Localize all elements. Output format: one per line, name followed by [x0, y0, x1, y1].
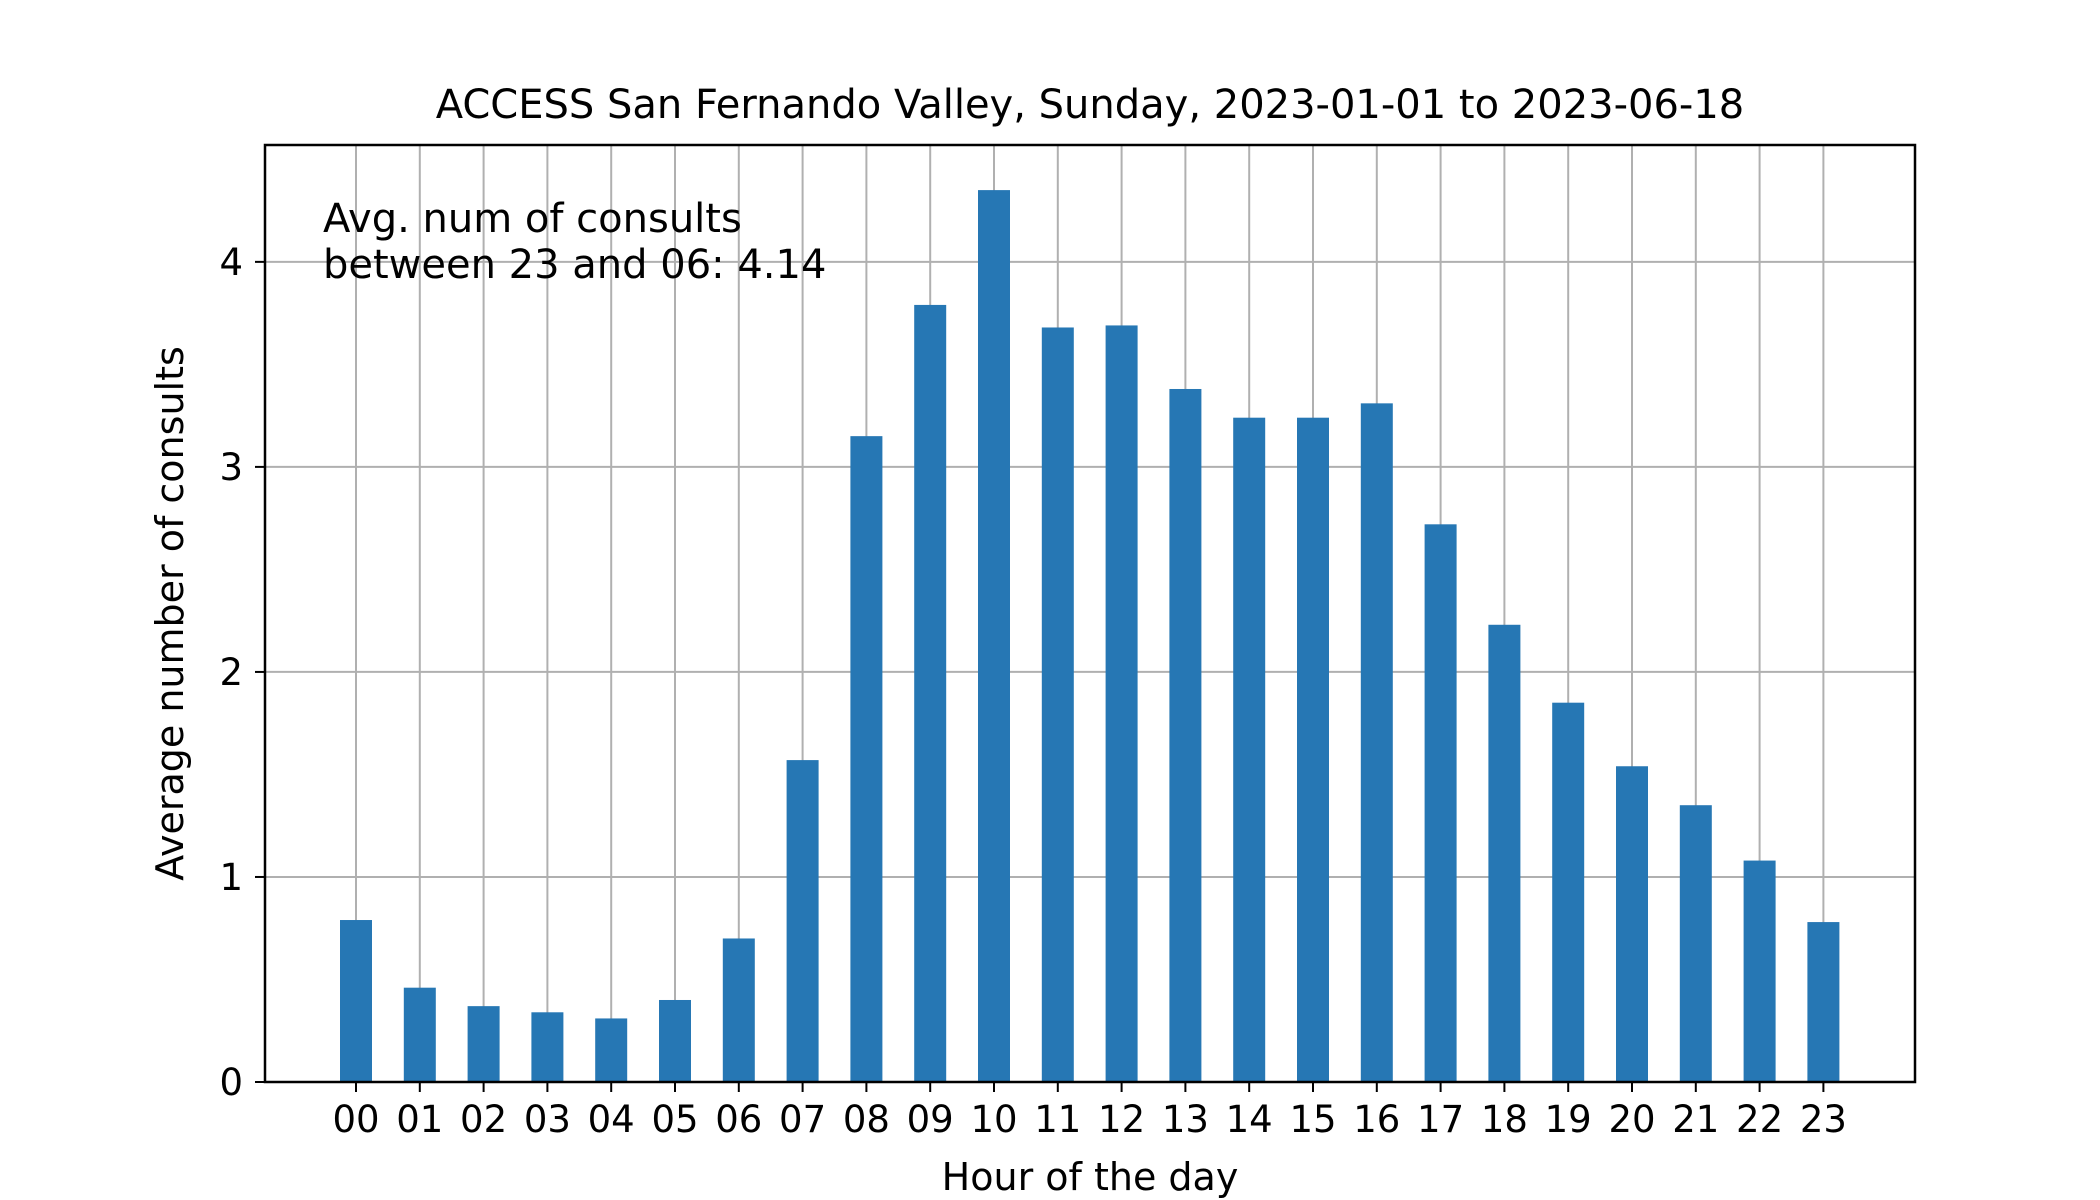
bar-08 — [850, 436, 883, 1082]
annotation-line-2: between 23 and 06: 4.14 — [323, 242, 826, 288]
bar-09 — [914, 304, 947, 1082]
x-tick-label: 13 — [1162, 1098, 1209, 1141]
x-tick-label: 11 — [1034, 1098, 1081, 1141]
bar-18 — [1488, 624, 1521, 1082]
x-tick-label: 04 — [588, 1098, 635, 1141]
x-tick-label: 08 — [843, 1098, 890, 1141]
y-axis-label: Average number of consults — [148, 346, 192, 881]
bar-22 — [1743, 860, 1776, 1082]
x-tick-label: 14 — [1226, 1098, 1273, 1141]
x-tick-label: 12 — [1098, 1098, 1145, 1141]
bar-17 — [1424, 524, 1457, 1082]
bar-01 — [403, 987, 436, 1082]
bar-07 — [786, 760, 819, 1082]
y-tick-label: 3 — [219, 446, 243, 489]
bar-16 — [1360, 403, 1393, 1082]
bars — [340, 190, 1840, 1083]
y-tick-label: 0 — [219, 1061, 243, 1104]
bar-11 — [1041, 327, 1074, 1082]
x-tick-label: 06 — [715, 1098, 762, 1141]
x-tick-label: 19 — [1545, 1098, 1592, 1141]
y-ticks: 0 1 2 3 4 — [219, 241, 265, 1104]
x-tick-label: 05 — [651, 1098, 698, 1141]
bar-04 — [595, 1018, 628, 1082]
chart-title: ACCESS San Fernando Valley, Sunday, 2023… — [436, 82, 1745, 128]
x-tick-label: 21 — [1672, 1098, 1719, 1141]
x-tick-label: 10 — [970, 1098, 1017, 1141]
bar-13 — [1169, 388, 1202, 1083]
x-tick-label: 03 — [524, 1098, 571, 1141]
bar-03 — [531, 1012, 564, 1082]
x-tick-label: 17 — [1417, 1098, 1464, 1141]
bar-19 — [1552, 702, 1585, 1082]
x-axis-label: Hour of the day — [942, 1155, 1239, 1199]
y-tick-label: 4 — [219, 241, 243, 284]
annotation-line-1: Avg. num of consults — [323, 196, 742, 242]
bar-20 — [1616, 766, 1648, 1082]
bar-06 — [722, 938, 755, 1082]
y-tick-label: 1 — [219, 856, 243, 899]
x-tick-label: 00 — [332, 1098, 379, 1141]
x-tick-label: 09 — [907, 1098, 954, 1141]
bar-12 — [1105, 325, 1138, 1082]
x-tick-label: 23 — [1800, 1098, 1847, 1141]
bar-15 — [1297, 417, 1329, 1082]
bar-21 — [1679, 805, 1712, 1082]
y-tick-label: 2 — [219, 651, 243, 694]
axes-frame — [263, 143, 1917, 1084]
x-tick-label: 20 — [1608, 1098, 1655, 1141]
x-tick-label: 02 — [460, 1098, 507, 1141]
bar-10 — [978, 190, 1010, 1082]
x-tick-label: 16 — [1353, 1098, 1400, 1141]
x-tick-label: 01 — [396, 1098, 443, 1141]
x-ticks: 00 01 02 03 04 05 06 07 08 09 10 11 12 13 14 15 16 17 18 19… — [332, 1082, 1847, 1141]
bar-23 — [1807, 922, 1840, 1082]
x-tick-label: 18 — [1481, 1098, 1528, 1141]
bar-05 — [659, 999, 691, 1082]
bar-14 — [1233, 417, 1266, 1082]
x-tick-label: 15 — [1289, 1098, 1336, 1141]
x-tick-label: 22 — [1736, 1098, 1783, 1141]
bar-00 — [340, 920, 372, 1082]
x-tick-label: 07 — [779, 1098, 826, 1141]
bar-02 — [467, 1006, 500, 1082]
